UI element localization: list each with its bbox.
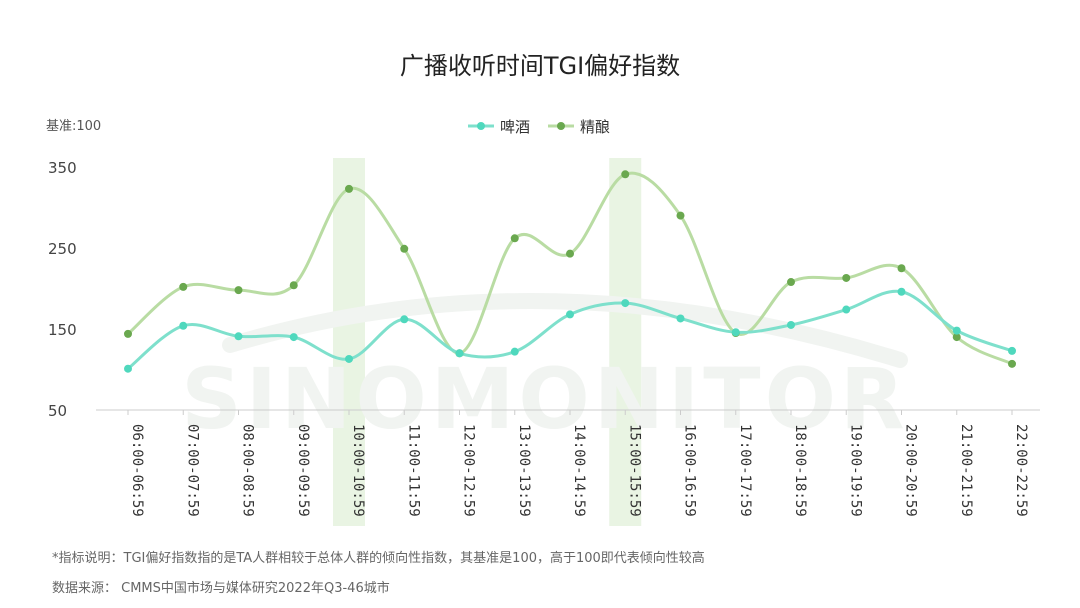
data-point-beer [234,332,243,341]
y-tick-label: 150 [48,321,77,339]
data-point-craft [842,273,851,282]
data-point-beer [124,364,132,373]
data-point-craft [897,264,906,273]
data-point-beer [842,305,851,314]
data-point-beer [510,347,519,356]
x-tick-label: 15:00-15:59 [626,424,642,517]
data-point-beer [787,320,795,329]
data-point-craft [124,329,132,338]
watermark: SINOMONITOR [181,350,908,448]
data-point-craft [952,333,961,342]
x-tick-label: 12:00-12:59 [461,424,477,517]
data-point-beer [952,326,961,335]
x-tick-label: 11:00-11:59 [405,424,421,517]
data-point-craft [510,234,519,243]
x-axis: 06:00-06:59 07:00-07:59 08:00-08:59 09:00-0… [127,410,1029,517]
y-tick-label: 50 [48,402,67,420]
legend-label: 精酿 [580,118,610,136]
base-label: 基准:100 [46,119,102,134]
data-source: 数据来源： CMMS中国市场与媒体研究2022年Q3-46城市 [52,581,390,596]
x-tick-label: 14:00-14:59 [571,424,587,517]
data-point-beer [179,321,188,330]
watermark-arc [222,293,908,368]
x-tick-label: 19:00-19:59 [847,424,863,517]
chart-title: 广播收听时间TGI偏好指数 [399,52,681,80]
highlight-bands [333,158,642,526]
y-tick-label: 350 [48,159,77,177]
data-point-craft [345,184,353,193]
x-tick-label: 20:00-20:59 [903,424,919,517]
data-point-craft [621,170,630,179]
y-axis: 50 150 250 350 [48,159,1040,420]
legend-marker [477,122,485,130]
x-tick-label: 09:00-09:59 [295,424,311,517]
data-point-craft [179,282,188,291]
x-tick-label: 21:00-21:59 [958,424,974,517]
legend-label: 啤酒 [500,118,530,136]
legend: 啤酒 精酿 [468,118,610,136]
data-point-beer [897,287,906,296]
y-tick-label: 250 [48,240,77,258]
data-point-craft [234,286,243,295]
highlight-band-15:00-15:59 [609,158,642,526]
x-tick-label: 22:00-22:59 [1013,424,1029,517]
line-chart: SINOMONITOR 50 150 250 350 06:00-06:59 07:00… [48,118,1040,526]
data-point-beer [345,354,353,363]
data-point-beer [1008,346,1016,355]
data-point-beer [676,314,685,323]
data-point-craft [676,211,685,220]
data-point-craft [289,281,298,290]
data-point-beer [289,333,298,342]
data-point-beer [621,299,630,308]
data-point-beer [455,349,464,358]
data-point-craft [566,249,574,258]
x-tick-label: 07:00-07:59 [184,424,200,517]
series-markers [124,170,1016,373]
x-tick-label: 17:00-17:59 [737,424,753,517]
highlight-band-10:00-10:59 [333,158,365,526]
data-point-craft [1008,359,1016,368]
x-tick-label: 06:00-06:59 [129,424,145,517]
data-point-beer [731,328,740,337]
x-tick-label: 16:00-16:59 [682,424,698,517]
series-line-beer [127,289,1013,370]
data-point-craft [787,278,795,287]
x-tick-label: 18:00-18:59 [792,424,808,517]
x-tick-label: 10:00-10:59 [350,424,366,517]
x-tick-label: 13:00-13:59 [516,424,532,517]
data-point-beer [566,310,574,319]
data-point-beer [400,315,409,324]
legend-marker [557,122,565,130]
data-point-craft [400,244,409,253]
footnote: *指标说明：TGI偏好指数指的是TA人群相较于总体人群的倾向性指数，其基准是10… [52,551,705,566]
x-tick-label: 08:00-08:59 [240,424,256,517]
